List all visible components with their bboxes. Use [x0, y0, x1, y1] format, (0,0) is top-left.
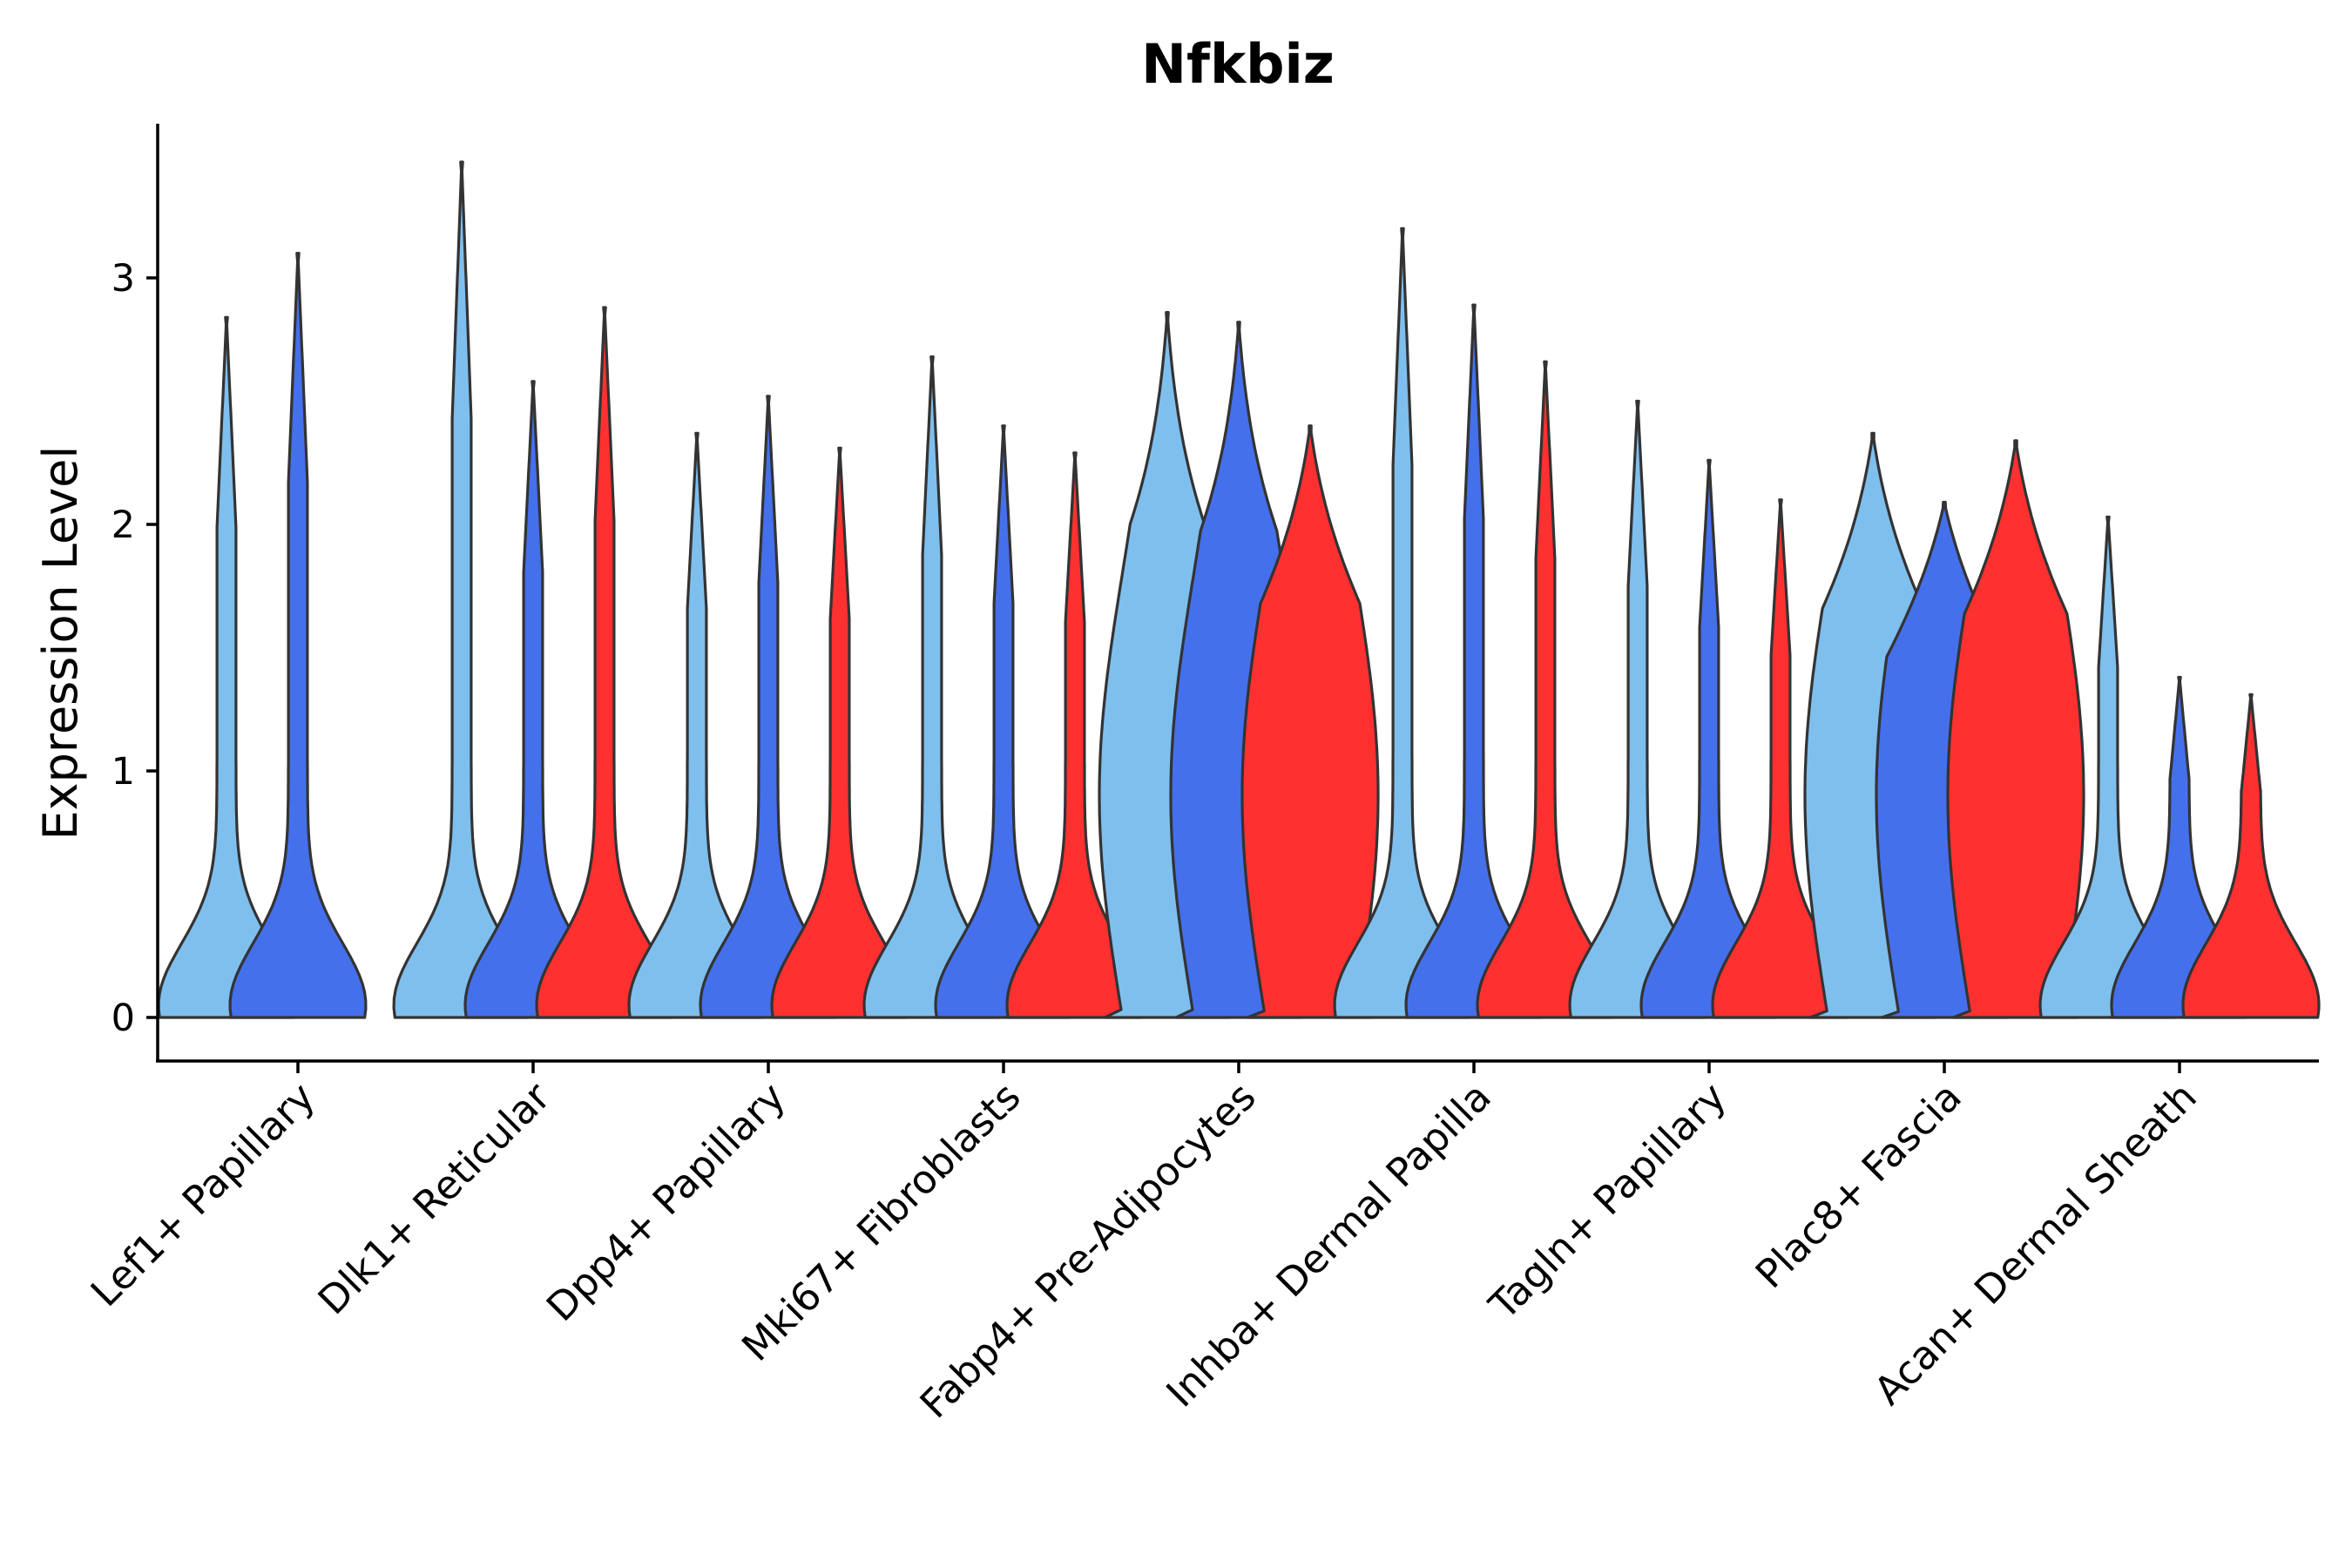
y-tick-label: 3	[112, 257, 135, 301]
violin-1-2	[392, 160, 531, 1019]
violin-2-1	[228, 252, 368, 1019]
violin-3-3	[770, 446, 909, 1019]
violin-1-6	[1333, 226, 1472, 1019]
y-axis-label: Expression Level	[33, 446, 88, 841]
y-tick-label: 2	[112, 504, 135, 547]
violin-3-4	[1005, 451, 1145, 1019]
violin-3-7	[1711, 498, 1850, 1019]
violins-layer	[157, 160, 2321, 1019]
x-tick-label: Lef1+ Papillary	[82, 1073, 324, 1315]
violin-3-5	[1240, 424, 1380, 1019]
chart-title: Nfkbiz	[1141, 32, 1335, 96]
violin-1-7	[1568, 399, 1707, 1019]
violin-1-9	[2038, 515, 2178, 1019]
y-tick-label: 0	[112, 997, 135, 1040]
x-tick-label: Tagln+ Papillary	[1480, 1073, 1735, 1328]
violin-1-4	[862, 355, 1002, 1019]
violin-2-4	[934, 424, 1073, 1019]
violin-3-6	[1476, 360, 1615, 1019]
violin-2-7	[1639, 458, 1779, 1019]
violin-1-3	[627, 431, 767, 1019]
x-tick-label: Plac8+ Fascia	[1747, 1073, 1970, 1297]
y-axis-ticks: 0 1 2 3	[112, 257, 158, 1040]
violin-2-2	[463, 380, 603, 1019]
x-tick-label: Dpp4+ Papillary	[537, 1073, 794, 1330]
violin-1-1	[157, 315, 296, 1019]
violin-2-3	[699, 395, 838, 1019]
violin-2-6	[1404, 303, 1544, 1019]
violin-3-8	[1946, 439, 2085, 1019]
violin-3-9	[2181, 693, 2321, 1019]
violin-3-2	[535, 306, 674, 1019]
y-tick-label: 1	[112, 750, 135, 794]
x-tick-label: Dlk1+ Reticular	[309, 1073, 559, 1323]
